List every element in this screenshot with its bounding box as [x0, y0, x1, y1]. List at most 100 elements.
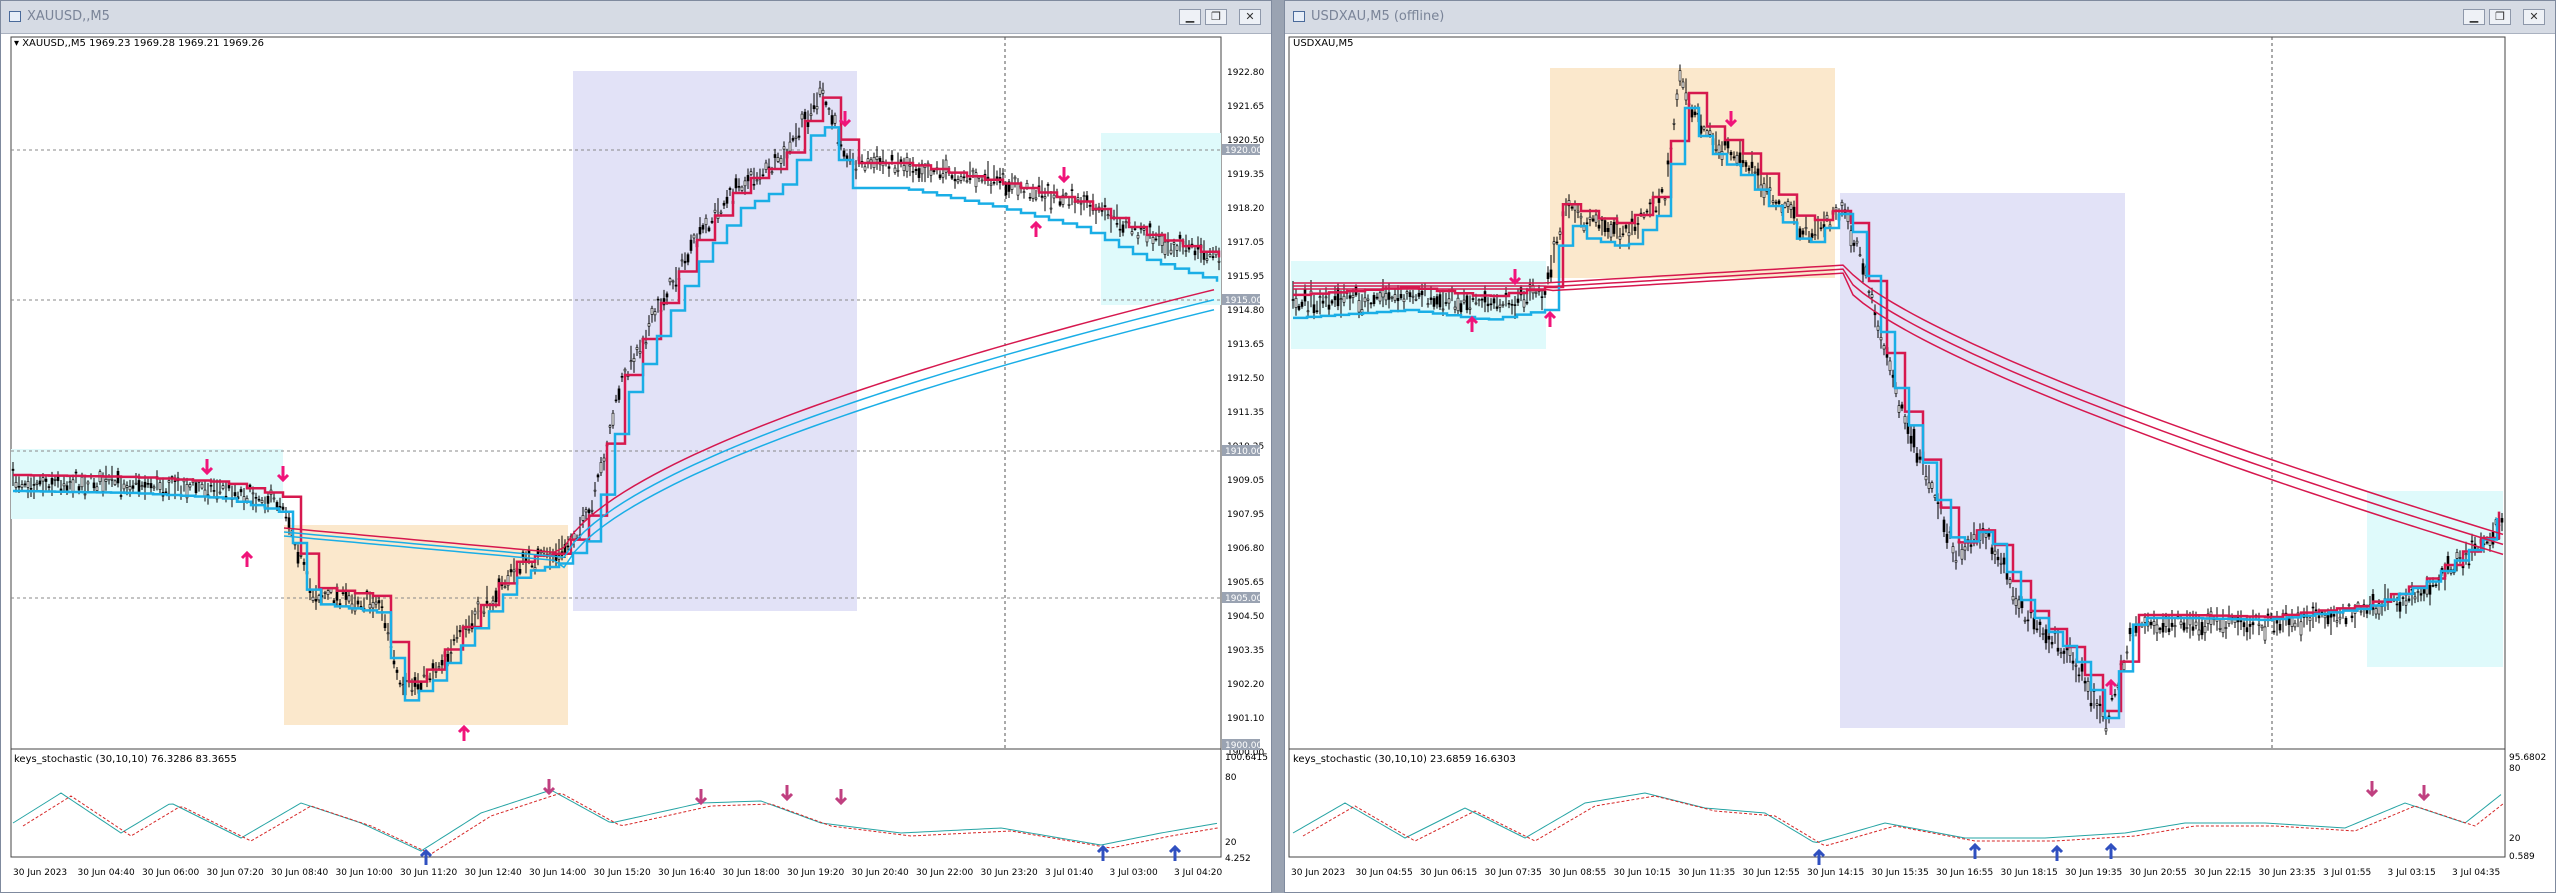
- zone-orange-box: [284, 525, 568, 725]
- candle-body: [1732, 156, 1736, 159]
- candle-body: [1040, 195, 1044, 198]
- candle-body: [323, 592, 327, 594]
- candle-body: [1411, 295, 1415, 298]
- candle-body: [2032, 617, 2036, 630]
- candle-body: [2299, 621, 2303, 636]
- osc-axis-label: 4.252: [1225, 854, 1251, 864]
- buy-arrow-icon: [240, 550, 254, 567]
- candle-body: [26, 481, 30, 488]
- candle-body: [2191, 626, 2195, 631]
- candle-body: [2218, 628, 2222, 630]
- candle-body: [2257, 623, 2261, 626]
- time-axis-label: 3 Jul 03:15: [2388, 868, 2436, 878]
- candle-body: [899, 159, 903, 163]
- candle-body: [2113, 693, 2117, 696]
- candle-body: [1852, 242, 1856, 246]
- right-title-bar[interactable]: USDXAU,M5 (offline) ▁ ❐ ✕: [1285, 1, 2555, 34]
- candle-body: [1438, 294, 1442, 308]
- moving-average-line: [1293, 268, 2504, 546]
- candle-body: [929, 169, 933, 176]
- time-axis-label: 30 Jun 23:35: [2259, 868, 2316, 878]
- sell-arrow-icon: [200, 459, 214, 476]
- candle-body: [530, 565, 534, 568]
- candle-body: [1115, 223, 1119, 225]
- candle-body: [2173, 625, 2177, 628]
- candle-body: [665, 293, 669, 298]
- left-chart-window[interactable]: XAUUSD,,M5 ▁ ❐ ✕ ▾ XAUUSD,,M5 1969.23 19…: [0, 0, 1272, 893]
- candle-body: [2470, 540, 2474, 543]
- candle-body: [482, 611, 486, 614]
- candle-body: [2239, 620, 2243, 623]
- candle-body: [2293, 622, 2297, 628]
- close-button[interactable]: ✕: [2523, 9, 2545, 25]
- right-price-chart[interactable]: USDXAU,M5 keys_stochastic (30,10,10) 23.…: [1285, 33, 2555, 891]
- candle-body: [1588, 216, 1592, 220]
- right-chart-window[interactable]: USDXAU,M5 (offline) ▁ ❐ ✕ USDXAU,M5 keys…: [1284, 0, 2556, 893]
- candle-body: [2089, 702, 2093, 707]
- candle-body: [875, 156, 879, 160]
- candle-body: [1624, 225, 1628, 229]
- candle-body: [1783, 202, 1787, 208]
- candle-body: [587, 509, 591, 514]
- time-axis-label: 30 Jun 04:55: [1356, 868, 1413, 878]
- moving-average-line: [283, 288, 1215, 554]
- candle-body: [185, 484, 189, 499]
- minimize-button[interactable]: ▁: [2463, 9, 2485, 25]
- candle-body: [800, 113, 804, 120]
- candle-body: [1480, 298, 1484, 301]
- candle-body: [1405, 291, 1409, 294]
- candle-body: [1327, 304, 1331, 310]
- candle-body: [149, 483, 153, 489]
- close-button[interactable]: ✕: [1239, 9, 1261, 25]
- candle-body: [2290, 617, 2294, 627]
- candle-body: [1492, 298, 1496, 304]
- candle-body: [2014, 598, 2018, 606]
- candle-body: [1393, 294, 1397, 301]
- candle-body: [1046, 184, 1050, 186]
- restore-button[interactable]: ❐: [2489, 9, 2511, 25]
- candle-body: [1903, 415, 1907, 424]
- candle-body: [1312, 304, 1316, 314]
- candle-body: [1552, 241, 1556, 245]
- candle-body: [218, 491, 222, 494]
- time-axis-label: 30 Jun 16:55: [1936, 868, 1993, 878]
- candle-body: [902, 165, 906, 172]
- time-axis-label: 30 Jun 10:00: [336, 868, 393, 878]
- candle-body: [1825, 215, 1829, 219]
- candle-body: [20, 484, 24, 488]
- candle-body: [833, 114, 837, 124]
- candle-body: [173, 480, 177, 482]
- price-axis-label: 1915.95: [1227, 272, 1264, 282]
- candle-body: [473, 610, 477, 615]
- candle-body: [647, 323, 651, 327]
- candle-body: [2203, 626, 2207, 634]
- restore-button[interactable]: ❐: [1205, 9, 1227, 25]
- time-axis-label: 30 Jun 2023: [1291, 868, 1345, 878]
- left-price-chart[interactable]: ▾ XAUUSD,,M5 1969.23 1969.28 1969.21 196…: [1, 33, 1271, 891]
- left-title-bar[interactable]: XAUUSD,,M5 ▁ ❐ ✕: [1, 1, 1271, 34]
- osc-axis-label: 20: [1225, 838, 1237, 848]
- candle-body: [2038, 621, 2042, 626]
- time-axis-label: 3 Jul 01:40: [1045, 868, 1094, 878]
- time-axis-label: 30 Jun 18:00: [723, 868, 780, 878]
- candle-body: [2317, 615, 2321, 619]
- minimize-button[interactable]: ▁: [1179, 9, 1201, 25]
- candle-body: [1744, 162, 1748, 167]
- candle-body: [1699, 125, 1703, 134]
- candle-body: [740, 186, 744, 191]
- candle-body: [1792, 206, 1796, 219]
- buy-arrow-icon: [2104, 678, 2118, 695]
- candle-body: [56, 476, 60, 482]
- candle-body: [971, 169, 975, 173]
- candle-body: [68, 481, 72, 483]
- candle-body: [1735, 154, 1739, 164]
- candle-body: [809, 113, 813, 116]
- candle-body: [221, 485, 225, 489]
- candle-body: [2149, 621, 2153, 626]
- osc-axis-label: 95.6802: [2509, 753, 2546, 763]
- candle-body: [1172, 242, 1176, 245]
- candle-body: [2272, 630, 2276, 633]
- candle-body: [14, 482, 18, 488]
- blue-trailing-line: [1293, 106, 2499, 720]
- candle-body: [1996, 556, 2000, 561]
